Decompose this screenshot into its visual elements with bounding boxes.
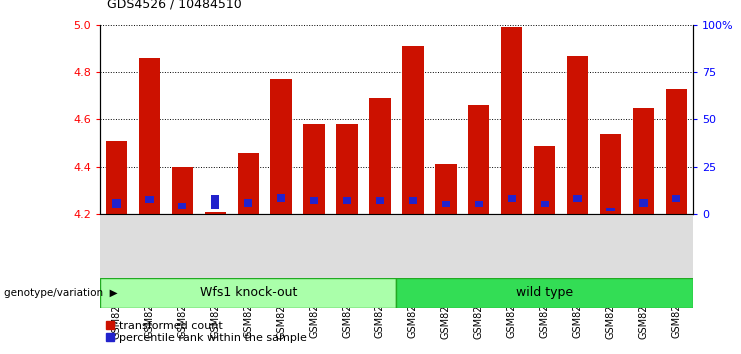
Bar xyxy=(468,105,490,214)
Bar xyxy=(508,195,516,202)
Bar xyxy=(205,212,226,214)
Bar xyxy=(567,56,588,214)
Bar xyxy=(396,278,693,308)
Bar xyxy=(106,141,127,214)
Bar xyxy=(179,203,187,209)
Bar xyxy=(244,200,253,207)
Bar xyxy=(310,197,318,204)
Bar xyxy=(606,209,614,211)
Bar xyxy=(435,165,456,214)
Bar xyxy=(369,98,391,214)
Bar xyxy=(409,197,417,204)
Bar xyxy=(376,197,384,204)
Bar xyxy=(238,153,259,214)
Bar xyxy=(442,201,450,207)
Bar xyxy=(665,89,687,214)
Bar xyxy=(211,195,219,209)
Bar xyxy=(475,201,483,207)
Bar xyxy=(113,199,121,208)
Text: GDS4526 / 10484510: GDS4526 / 10484510 xyxy=(107,0,242,11)
Bar xyxy=(574,195,582,202)
Bar xyxy=(139,58,160,214)
Text: genotype/variation  ▶: genotype/variation ▶ xyxy=(4,288,117,298)
Bar xyxy=(402,46,424,214)
Bar xyxy=(336,124,358,214)
Bar xyxy=(534,145,555,214)
Bar xyxy=(100,278,396,308)
Bar xyxy=(145,196,153,203)
Bar xyxy=(303,124,325,214)
Bar xyxy=(633,108,654,214)
Text: Wfs1 knock-out: Wfs1 knock-out xyxy=(199,286,297,299)
Bar xyxy=(639,200,648,207)
Bar xyxy=(270,79,292,214)
Bar xyxy=(540,201,549,207)
Bar xyxy=(501,27,522,214)
Bar xyxy=(277,194,285,202)
Bar xyxy=(599,134,621,214)
Bar xyxy=(172,167,193,214)
Bar xyxy=(672,195,680,202)
Bar xyxy=(343,197,351,204)
Text: wild type: wild type xyxy=(516,286,574,299)
Legend: transformed count, percentile rank within the sample: transformed count, percentile rank withi… xyxy=(105,321,307,343)
